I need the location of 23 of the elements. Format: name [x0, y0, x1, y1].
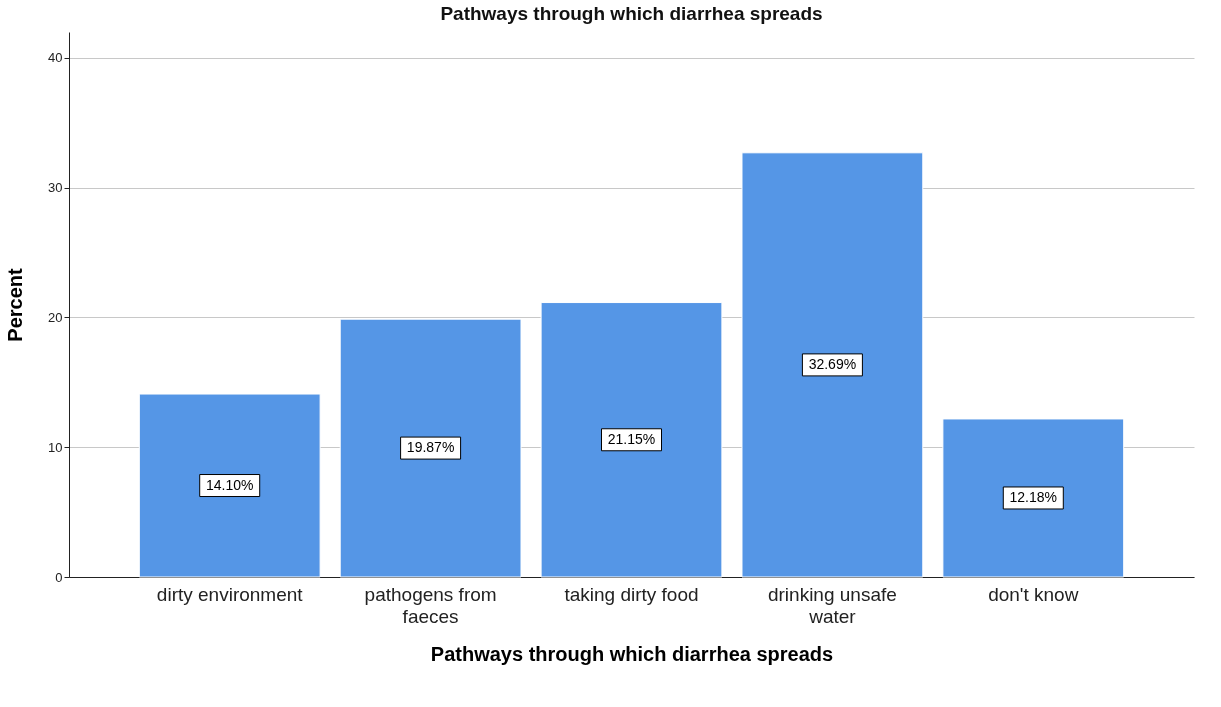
data-label: 19.87% [406, 439, 455, 456]
bar [741, 152, 924, 578]
data-label: 32.69% [808, 355, 857, 372]
x-tick-label: dirty environment [156, 583, 304, 605]
x-tick-label: drinking unsafe water [767, 583, 897, 627]
data-label: 12.18% [1009, 488, 1058, 505]
y-tick-label: 40 [48, 50, 63, 66]
chart-title: Pathways through which diarrhea spreads [440, 3, 823, 24]
bar [339, 318, 522, 578]
y-axis-title: Percent [4, 267, 27, 342]
data-label: 14.10% [205, 476, 254, 493]
bar [540, 302, 723, 578]
bar [942, 418, 1125, 578]
y-tick-label: 10 [48, 439, 63, 455]
x-tick-label: pathogens from faeces [364, 583, 497, 627]
bar [138, 393, 321, 578]
x-tick-label: don't know [988, 583, 1079, 605]
y-tick-label: 20 [48, 309, 63, 325]
x-axis-title: Pathways through which diarrhea spreads [430, 642, 834, 665]
y-tick-label: 0 [55, 569, 63, 585]
x-tick-label: taking dirty food [564, 583, 699, 605]
y-tick-label: 30 [48, 180, 63, 196]
data-label: 21.15% [607, 430, 656, 447]
